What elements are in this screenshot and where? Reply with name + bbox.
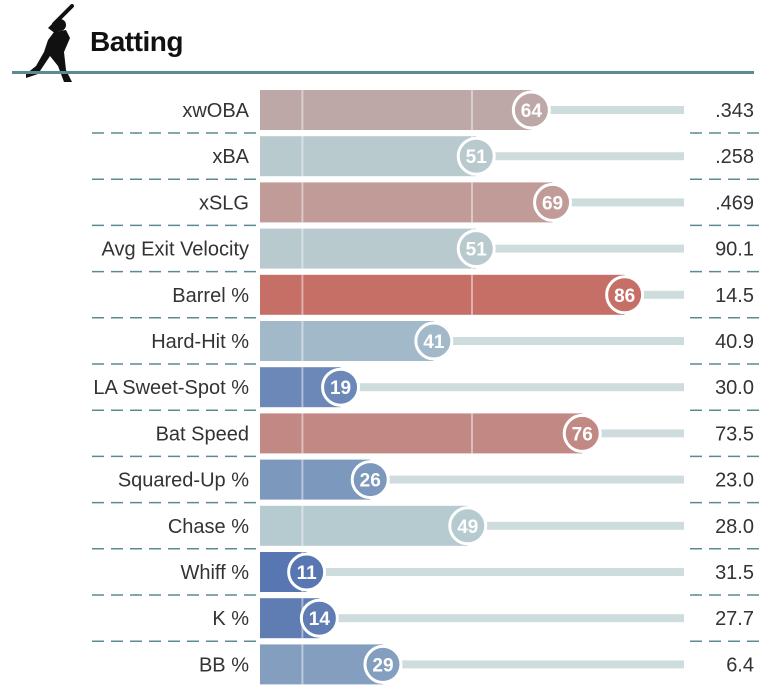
percentile-value: 41 xyxy=(423,332,445,353)
percentile-marker xyxy=(287,552,327,592)
metric-row: Hard-Hit % 41 40.9 xyxy=(92,321,760,365)
stat-value: 27.7 xyxy=(715,608,754,630)
page-title: Batting xyxy=(90,26,183,57)
metric-row: Squared-Up % 26 23.0 xyxy=(92,459,760,504)
metric-label: Whiff % xyxy=(180,562,249,584)
percentile-value: 19 xyxy=(330,378,351,399)
percentile-track xyxy=(260,660,684,669)
metric-label: Barrel % xyxy=(172,285,249,307)
percentile-value: 49 xyxy=(457,517,478,538)
stat-value: .343 xyxy=(715,100,754,122)
percentile-track xyxy=(260,383,684,392)
percentile-marker xyxy=(448,506,488,546)
percentile-value: 76 xyxy=(572,424,593,445)
metric-label: xBA xyxy=(212,146,249,168)
percentile-bar xyxy=(260,644,383,685)
percentile-track xyxy=(260,475,684,484)
percentile-bar xyxy=(260,413,583,454)
metric-label: Hard-Hit % xyxy=(151,331,249,353)
metric-label: xSLG xyxy=(199,192,249,214)
percentile-bar xyxy=(260,321,434,361)
metric-row: Avg Exit Velocity 51 90.1 xyxy=(92,228,760,273)
percentile-value: 86 xyxy=(614,286,635,307)
percentile-value: 51 xyxy=(466,147,488,168)
percentile-value: 69 xyxy=(542,193,563,214)
percentile-marker xyxy=(350,460,390,500)
percentile-value: 14 xyxy=(309,609,331,630)
percentile-value: 51 xyxy=(466,240,488,261)
metric-row: K % 14 27.7 xyxy=(92,598,760,642)
metric-row: Chase % 49 28.0 xyxy=(92,505,760,550)
percentile-bar xyxy=(260,505,468,546)
title-rule xyxy=(12,71,754,74)
metric-label: Avg Exit Velocity xyxy=(102,239,249,261)
stat-value: 90.1 xyxy=(715,239,754,261)
metric-row: BB % 29 6.4 xyxy=(199,644,754,685)
metric-label: xwOBA xyxy=(182,100,249,122)
stat-value: 73.5 xyxy=(715,423,754,445)
metric-label: Chase % xyxy=(168,516,249,538)
percentile-track xyxy=(260,568,684,576)
stat-value: 40.9 xyxy=(715,331,754,353)
metric-row: LA Sweet-Spot % 19 30.0 xyxy=(92,367,760,411)
percentile-bar xyxy=(260,90,532,130)
metric-label: BB % xyxy=(199,654,249,676)
metric-label: Bat Speed xyxy=(156,423,249,445)
percentile-bar xyxy=(260,228,477,269)
stat-value: 31.5 xyxy=(715,562,754,584)
stat-value: 23.0 xyxy=(715,470,754,492)
metric-row: xSLG 69 .469 xyxy=(92,182,760,227)
percentile-marker xyxy=(363,644,403,684)
stat-value: .469 xyxy=(715,192,754,214)
percentile-marker xyxy=(299,598,339,638)
stat-value: 30.0 xyxy=(715,377,754,399)
percentile-marker xyxy=(511,90,551,130)
metric-label: K % xyxy=(212,608,249,630)
percentile-marker xyxy=(456,229,496,269)
percentile-marker xyxy=(321,367,361,407)
percentile-track xyxy=(260,614,684,623)
percentile-track xyxy=(260,337,684,345)
percentile-value: 29 xyxy=(372,655,393,676)
header: Batting xyxy=(0,0,784,82)
stat-value: .258 xyxy=(715,146,754,168)
stat-value: 6.4 xyxy=(726,654,754,676)
metric-row: Barrel % 86 14.5 xyxy=(92,274,760,319)
stat-value: 14.5 xyxy=(715,285,754,307)
batter-silhouette-icon xyxy=(26,4,74,82)
metric-row: xBA 51 .258 xyxy=(92,136,760,180)
metric-label: LA Sweet-Spot % xyxy=(93,377,249,399)
metric-row: Bat Speed 76 73.5 xyxy=(92,413,760,458)
percentile-marker xyxy=(456,136,496,176)
metric-label: Squared-Up % xyxy=(118,470,249,492)
percentile-bar xyxy=(260,136,477,177)
percentile-marker xyxy=(533,182,573,222)
percentile-bar xyxy=(260,274,625,315)
metric-row: xwOBA 64 .343 xyxy=(92,90,760,134)
metric-row: Whiff % 11 31.5 xyxy=(92,552,760,596)
percentile-marker xyxy=(414,321,454,361)
stat-value: 28.0 xyxy=(715,516,754,538)
percentile-marker xyxy=(605,275,645,315)
percentile-value: 26 xyxy=(360,471,381,492)
percentile-value: 11 xyxy=(297,563,318,584)
percentile-bar xyxy=(260,182,553,223)
percentile-marker xyxy=(562,413,602,453)
percentile-value: 64 xyxy=(521,101,543,122)
